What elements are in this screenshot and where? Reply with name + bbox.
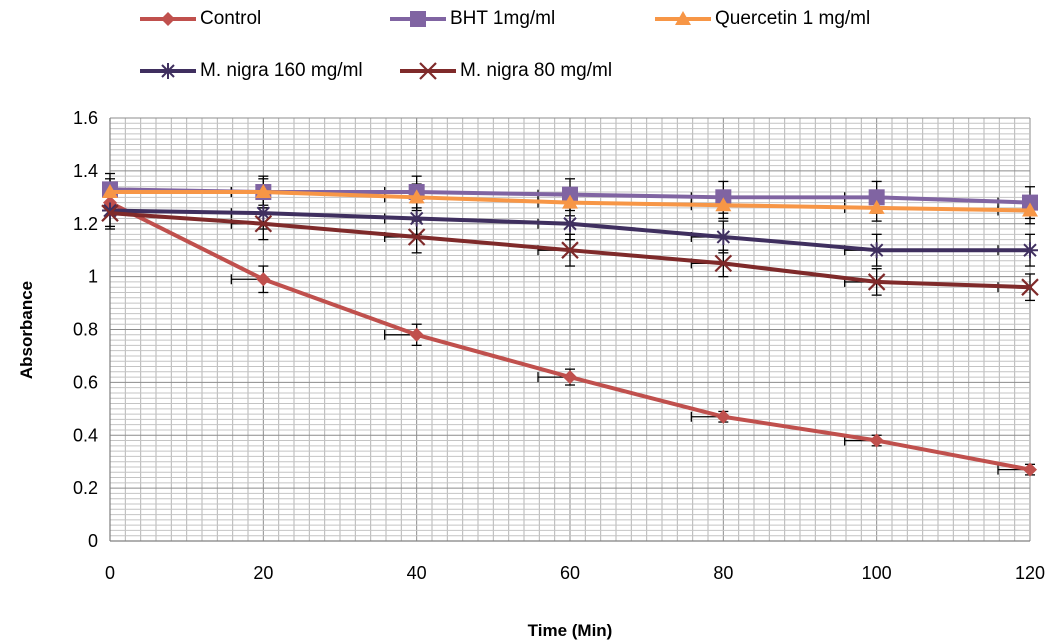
y-tick-label: 1 — [88, 267, 98, 287]
series-0 — [103, 195, 1037, 477]
legend-swatch-bht — [390, 11, 446, 27]
data-point — [1021, 278, 1039, 296]
legend-marker — [410, 11, 426, 27]
series-3 — [102, 202, 1038, 259]
x-tick-label: 60 — [560, 563, 580, 583]
data-point — [102, 184, 118, 199]
x-tick-label: 80 — [713, 563, 733, 583]
data-point — [562, 215, 578, 232]
legend-label-control: Control — [200, 8, 262, 29]
legend-item-nigra-80: M. nigra 80 mg/ml — [398, 56, 612, 86]
data-point — [255, 205, 272, 222]
data-point — [867, 273, 886, 291]
y-tick-label: 1.4 — [73, 161, 98, 181]
data-point — [868, 189, 885, 206]
y-tick-label: 1.2 — [73, 214, 98, 234]
y-tick-label: 1.6 — [73, 108, 98, 128]
legend-marker — [161, 12, 175, 26]
x-tick-label: 0 — [105, 563, 115, 583]
y-tick-label: 0.8 — [73, 320, 98, 340]
data-point — [256, 272, 271, 287]
data-point — [1023, 462, 1037, 477]
y-tick-label: 0 — [88, 531, 98, 551]
data-point — [408, 210, 425, 227]
data-point — [868, 199, 885, 214]
data-point — [869, 433, 884, 448]
x-tick-label: 40 — [407, 563, 427, 583]
data-point — [408, 189, 425, 204]
data-point — [409, 327, 424, 342]
legend-item-quercetin: Quercetin 1 mg/ml — [653, 4, 870, 34]
series-2 — [102, 184, 1038, 217]
chart-tick-labels: 0 20 40 60 80 100 120 0 0.2 0.4 0.6 0.8 1 1.2 1.4 1.6 — [73, 108, 1045, 583]
data-point — [715, 228, 732, 245]
chart-legend: Control BHT 1mg/ml Quercetin 1 mg/ml M. … — [0, 0, 1050, 95]
legend-marker — [675, 11, 691, 25]
y-axis-title: Absorbance — [17, 281, 36, 379]
x-tick-label: 120 — [1015, 563, 1045, 583]
data-point — [563, 370, 577, 385]
data-point — [1022, 242, 1038, 259]
x-axis-title: Time (Min) — [528, 621, 613, 640]
legend-item-nigra-160: M. nigra 160 mg/ml — [138, 56, 363, 86]
legend-swatch-nigra-80 — [400, 62, 456, 80]
legend-item-control: Control — [138, 4, 261, 34]
series-4 — [101, 204, 1039, 296]
x-tick-label: 100 — [862, 563, 892, 583]
legend-label-nigra-160: M. nigra 160 mg/ml — [200, 60, 363, 81]
data-point — [715, 197, 732, 212]
data-point — [1022, 202, 1038, 217]
legend-label-nigra-80: M. nigra 80 mg/ml — [460, 60, 613, 81]
chart-series — [101, 181, 1039, 477]
data-point — [716, 409, 731, 424]
legend-label-bht: BHT 1mg/ml — [450, 8, 556, 29]
data-point — [561, 241, 579, 259]
x-tick-label: 20 — [253, 563, 273, 583]
y-tick-label: 0.2 — [73, 478, 98, 498]
legend-marker — [160, 63, 176, 79]
legend-swatch-nigra-160 — [140, 63, 196, 79]
legend-marker — [419, 62, 437, 80]
data-point — [101, 204, 119, 222]
data-point — [255, 184, 272, 199]
legend-label-quercetin: Quercetin 1 mg/ml — [715, 8, 871, 29]
legend-item-bht: BHT 1mg/ml — [388, 4, 555, 34]
data-point — [562, 194, 578, 209]
y-tick-label: 0.4 — [73, 425, 98, 445]
legend-swatch-quercetin — [655, 11, 711, 25]
data-point — [254, 214, 273, 233]
data-point — [714, 254, 733, 273]
data-point — [102, 202, 118, 219]
legend-swatch-control — [140, 12, 196, 26]
data-point — [868, 242, 885, 259]
data-point — [407, 228, 426, 246]
y-tick-label: 0.6 — [73, 372, 98, 392]
